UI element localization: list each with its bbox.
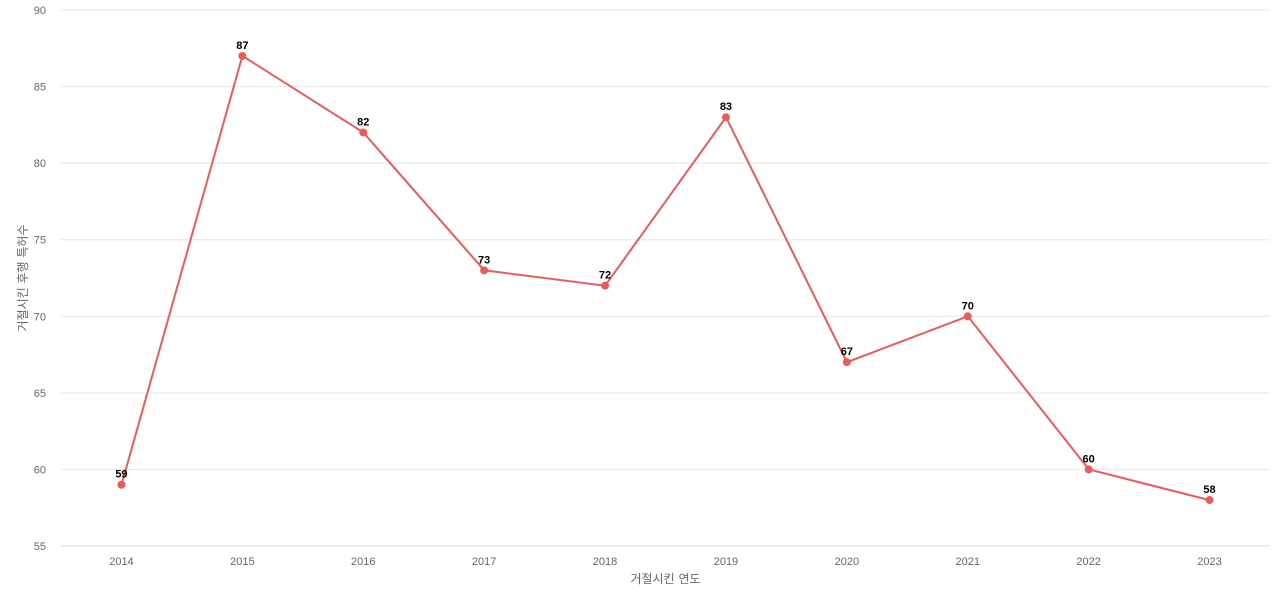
- y-tick-label: 70: [34, 311, 46, 323]
- x-axis-ticks: 2014 2015 2016 2017 2018 2019 2020 2021 2022 2023: [109, 556, 1222, 568]
- y-tick-label: 85: [34, 82, 46, 94]
- x-axis-title: 거절시킨 연도: [630, 572, 700, 586]
- series-line: [120, 54, 1210, 502]
- data-label: 83: [720, 101, 732, 113]
- data-label: 70: [962, 300, 974, 312]
- data-point: [480, 266, 489, 275]
- data-point: [238, 51, 247, 60]
- x-tick-label: 2022: [1076, 556, 1100, 568]
- y-tick-label: 55: [34, 541, 46, 553]
- data-label: 59: [115, 469, 127, 481]
- data-label: 58: [1203, 484, 1215, 496]
- y-tick-label: 65: [34, 388, 46, 400]
- data-point: [1205, 496, 1214, 505]
- data-point: [601, 281, 610, 290]
- x-tick-label: 2020: [835, 556, 859, 568]
- x-tick-label: 2019: [714, 556, 738, 568]
- x-tick-label: 2021: [956, 556, 980, 568]
- data-point: [359, 128, 368, 137]
- data-label: 60: [1083, 453, 1095, 465]
- y-tick-label: 75: [34, 235, 46, 247]
- data-point: [1084, 465, 1093, 474]
- data-points: [117, 51, 1214, 505]
- x-tick-label: 2016: [351, 556, 375, 568]
- data-point: [842, 358, 851, 367]
- x-tick-label: 2014: [109, 556, 133, 568]
- data-label: 73: [478, 254, 490, 266]
- x-tick-label: 2017: [472, 556, 496, 568]
- data-labels: 59 87 82 73 72 83 67 70 60 58: [115, 40, 1215, 496]
- y-tick-label: 60: [34, 464, 46, 476]
- y-tick-label: 80: [34, 158, 46, 170]
- x-tick-label: 2023: [1197, 556, 1221, 568]
- grid-layer: [61, 9, 1270, 470]
- data-label: 72: [599, 270, 611, 282]
- data-label: 82: [357, 117, 369, 129]
- y-tick-label: 90: [34, 5, 46, 17]
- data-label: 87: [236, 40, 248, 52]
- x-tick-label: 2018: [593, 556, 617, 568]
- y-axis-title: 거절시킨 후행 특허수: [15, 225, 30, 332]
- y-axis-ticks: 55 60 65 70 75 80 85 90: [34, 5, 46, 553]
- data-point: [721, 113, 730, 122]
- data-point: [117, 480, 126, 489]
- x-tick-label: 2015: [230, 556, 254, 568]
- data-label: 67: [841, 346, 853, 358]
- data-point: [963, 312, 972, 321]
